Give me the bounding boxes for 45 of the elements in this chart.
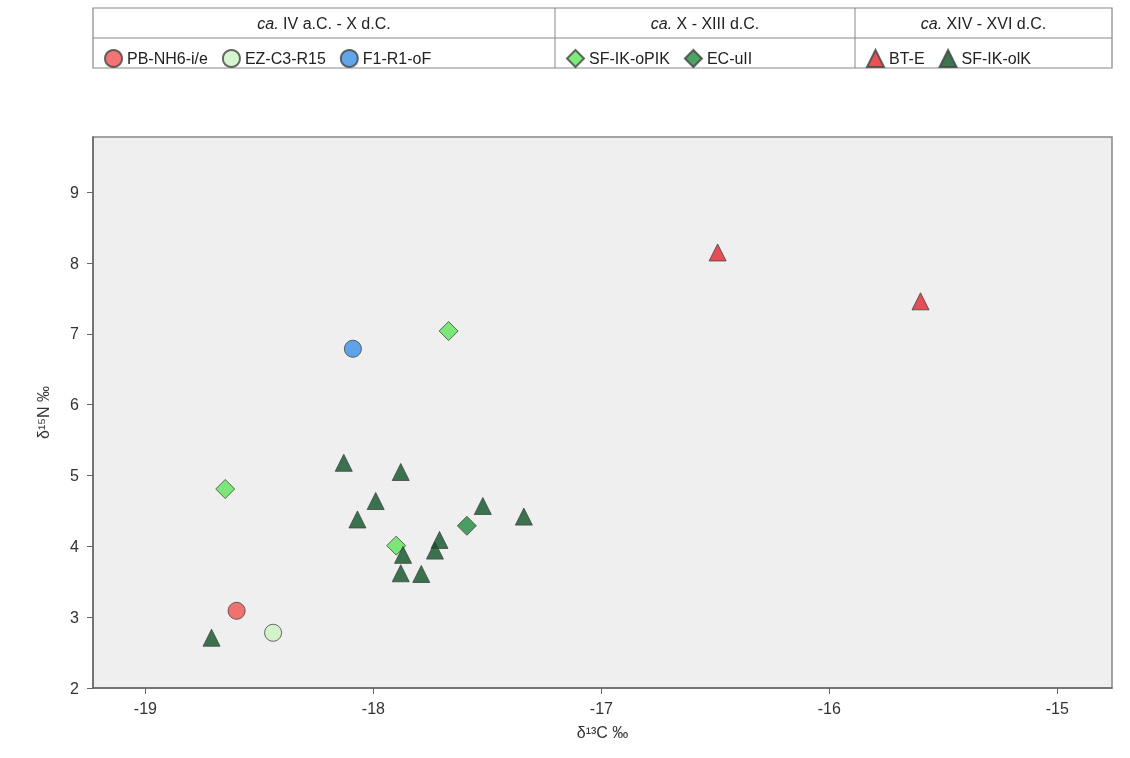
point (391, 564, 410, 583)
legend-label: SF-IK-olK (961, 50, 1032, 67)
y-tick-label: 2 (70, 679, 80, 697)
y-tick-label: 7 (70, 325, 80, 343)
point (412, 564, 431, 583)
point (430, 530, 449, 549)
point (386, 535, 407, 556)
legend-label: F1-R1-oF (362, 50, 432, 67)
x-tick-label: -15 (1045, 699, 1069, 717)
point (215, 478, 236, 499)
point (202, 628, 221, 647)
y-tick-label: 9 (70, 183, 80, 201)
text: ca. IV a.C. - X d.C. (257, 14, 391, 32)
x-tick-label: -19 (133, 699, 158, 717)
legend-label: SF-IK-oPIK (589, 50, 671, 67)
point (343, 339, 362, 358)
y-tick-label: 4 (70, 537, 80, 555)
legend-label: BT-E (889, 50, 925, 67)
x-tick-label: -18 (361, 699, 386, 717)
legend-label: EZ-C3-R15 (244, 50, 326, 67)
legend-label: PB-NH6-i/e (127, 50, 209, 67)
text: ca. X - XIII d.C. (650, 14, 760, 32)
point (394, 545, 413, 564)
y-tick-label: 6 (70, 396, 80, 414)
point (473, 496, 492, 515)
point (456, 515, 477, 536)
point (438, 321, 459, 342)
point (514, 507, 533, 526)
x-axis-title: δ¹³C ‰ (576, 723, 629, 741)
x-tick-label: -16 (817, 699, 841, 717)
point (911, 292, 930, 311)
y-axis-title: δ¹⁵N ‰ (34, 386, 52, 439)
point (708, 243, 727, 262)
point (227, 601, 246, 620)
point (348, 510, 367, 529)
legend-label: EC-uII (706, 50, 753, 67)
y-tick-label: 5 (70, 467, 80, 485)
y-tick-label: 3 (70, 608, 80, 626)
text: ca. XIV - XVI d.C. (920, 14, 1047, 32)
point (334, 453, 353, 472)
point (391, 462, 410, 481)
point (264, 623, 283, 642)
x-tick-label: -17 (589, 699, 614, 717)
y-tick-label: 8 (70, 254, 80, 272)
point (366, 492, 385, 511)
